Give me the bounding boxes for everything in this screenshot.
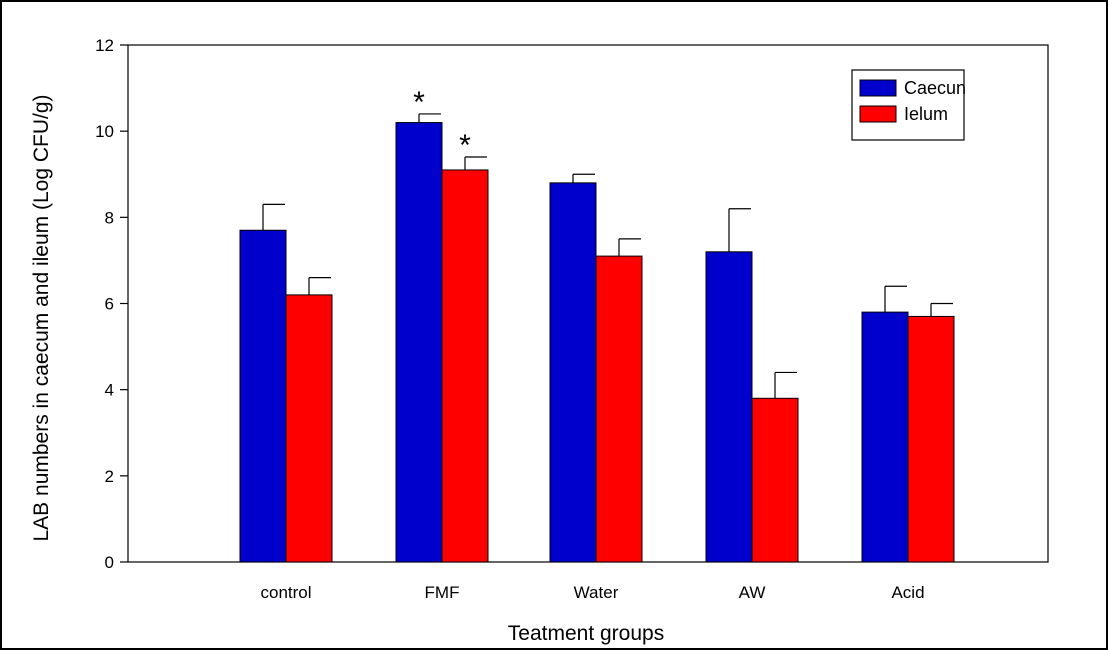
x-tick-label: Water <box>574 583 619 602</box>
y-tick-label: 10 <box>95 122 114 141</box>
x-tick-label: Acid <box>891 583 924 602</box>
y-tick-label: 12 <box>95 36 114 55</box>
y-tick-label: 6 <box>105 295 114 314</box>
x-axis: control FMF Water AW Acid <box>260 583 924 602</box>
y-axis-title: LAB numbers in caecum and ileum (Log CFU… <box>30 94 53 541</box>
bar-caecun-water <box>549 182 597 563</box>
y-tick-label: 8 <box>105 208 114 227</box>
bar-caecun-control <box>239 229 287 563</box>
y-tick-label: 4 <box>105 381 114 400</box>
legend-label: Caecun <box>904 78 966 98</box>
x-tick-label: FMF <box>425 583 460 602</box>
y-tick-label: 2 <box>105 467 114 486</box>
bar-ielum-fmf <box>441 169 489 563</box>
bars-layer: ** <box>239 86 955 563</box>
significance-marker: * <box>413 86 425 119</box>
legend-label: Ielum <box>904 104 948 124</box>
x-tick-label: AW <box>739 583 766 602</box>
y-tick-label: 0 <box>105 553 114 572</box>
legend-swatch <box>859 79 897 97</box>
bar-ielum-aw <box>751 397 799 563</box>
x-tick-label: control <box>260 583 311 602</box>
bar-ielum-water <box>595 255 643 563</box>
x-axis-title: Teatment groups <box>508 622 664 645</box>
bar-ielum-control <box>285 294 333 563</box>
bar-caecun-acid <box>861 311 909 563</box>
bar-caecun-aw <box>705 251 753 563</box>
bar-ielum-acid <box>907 315 955 563</box>
bar-caecun-fmf <box>395 122 443 563</box>
legend-swatch <box>859 105 897 123</box>
legend: Caecun Ielum <box>851 69 966 141</box>
significance-marker: * <box>459 129 471 162</box>
